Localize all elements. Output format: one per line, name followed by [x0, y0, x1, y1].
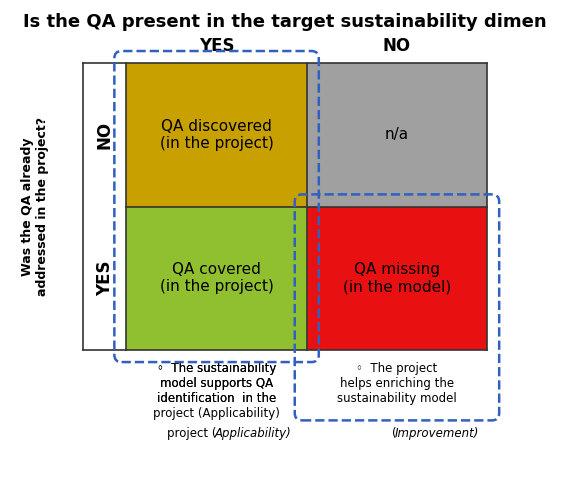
- Text: QA missing
(in the model): QA missing (in the model): [343, 262, 451, 295]
- Text: NO: NO: [383, 37, 411, 55]
- Text: YES: YES: [199, 37, 234, 55]
- Text: (: (: [392, 427, 397, 440]
- Text: n/a: n/a: [385, 127, 409, 142]
- Text: ◦  The sustainability
model supports QA
identification  in the: ◦ The sustainability model supports QA i…: [157, 362, 276, 420]
- Text: QA covered
(in the project): QA covered (in the project): [160, 262, 273, 295]
- Bar: [126, 207, 307, 350]
- Bar: [126, 63, 307, 207]
- Text: YES: YES: [96, 260, 114, 296]
- Text: ◦  The sustainability
model supports QA
identification  in the
project (Applicab: ◦ The sustainability model supports QA i…: [153, 362, 280, 420]
- Text: Was the QA already
addressed in the project?: Was the QA already addressed in the proj…: [21, 117, 49, 296]
- Text: Is the QA present in the target sustainability dimen: Is the QA present in the target sustaina…: [23, 13, 547, 31]
- Bar: [307, 63, 487, 207]
- Text: Improvement): Improvement): [395, 427, 479, 440]
- Text: NO: NO: [96, 121, 114, 149]
- Text: ◦  The project
helps enriching the
sustainability model: ◦ The project helps enriching the sustai…: [337, 362, 457, 420]
- Text: QA discovered
(in the project): QA discovered (in the project): [160, 119, 273, 151]
- Bar: [307, 207, 487, 350]
- Text: project (: project (: [167, 427, 217, 440]
- Text: Applicability): Applicability): [214, 427, 291, 440]
